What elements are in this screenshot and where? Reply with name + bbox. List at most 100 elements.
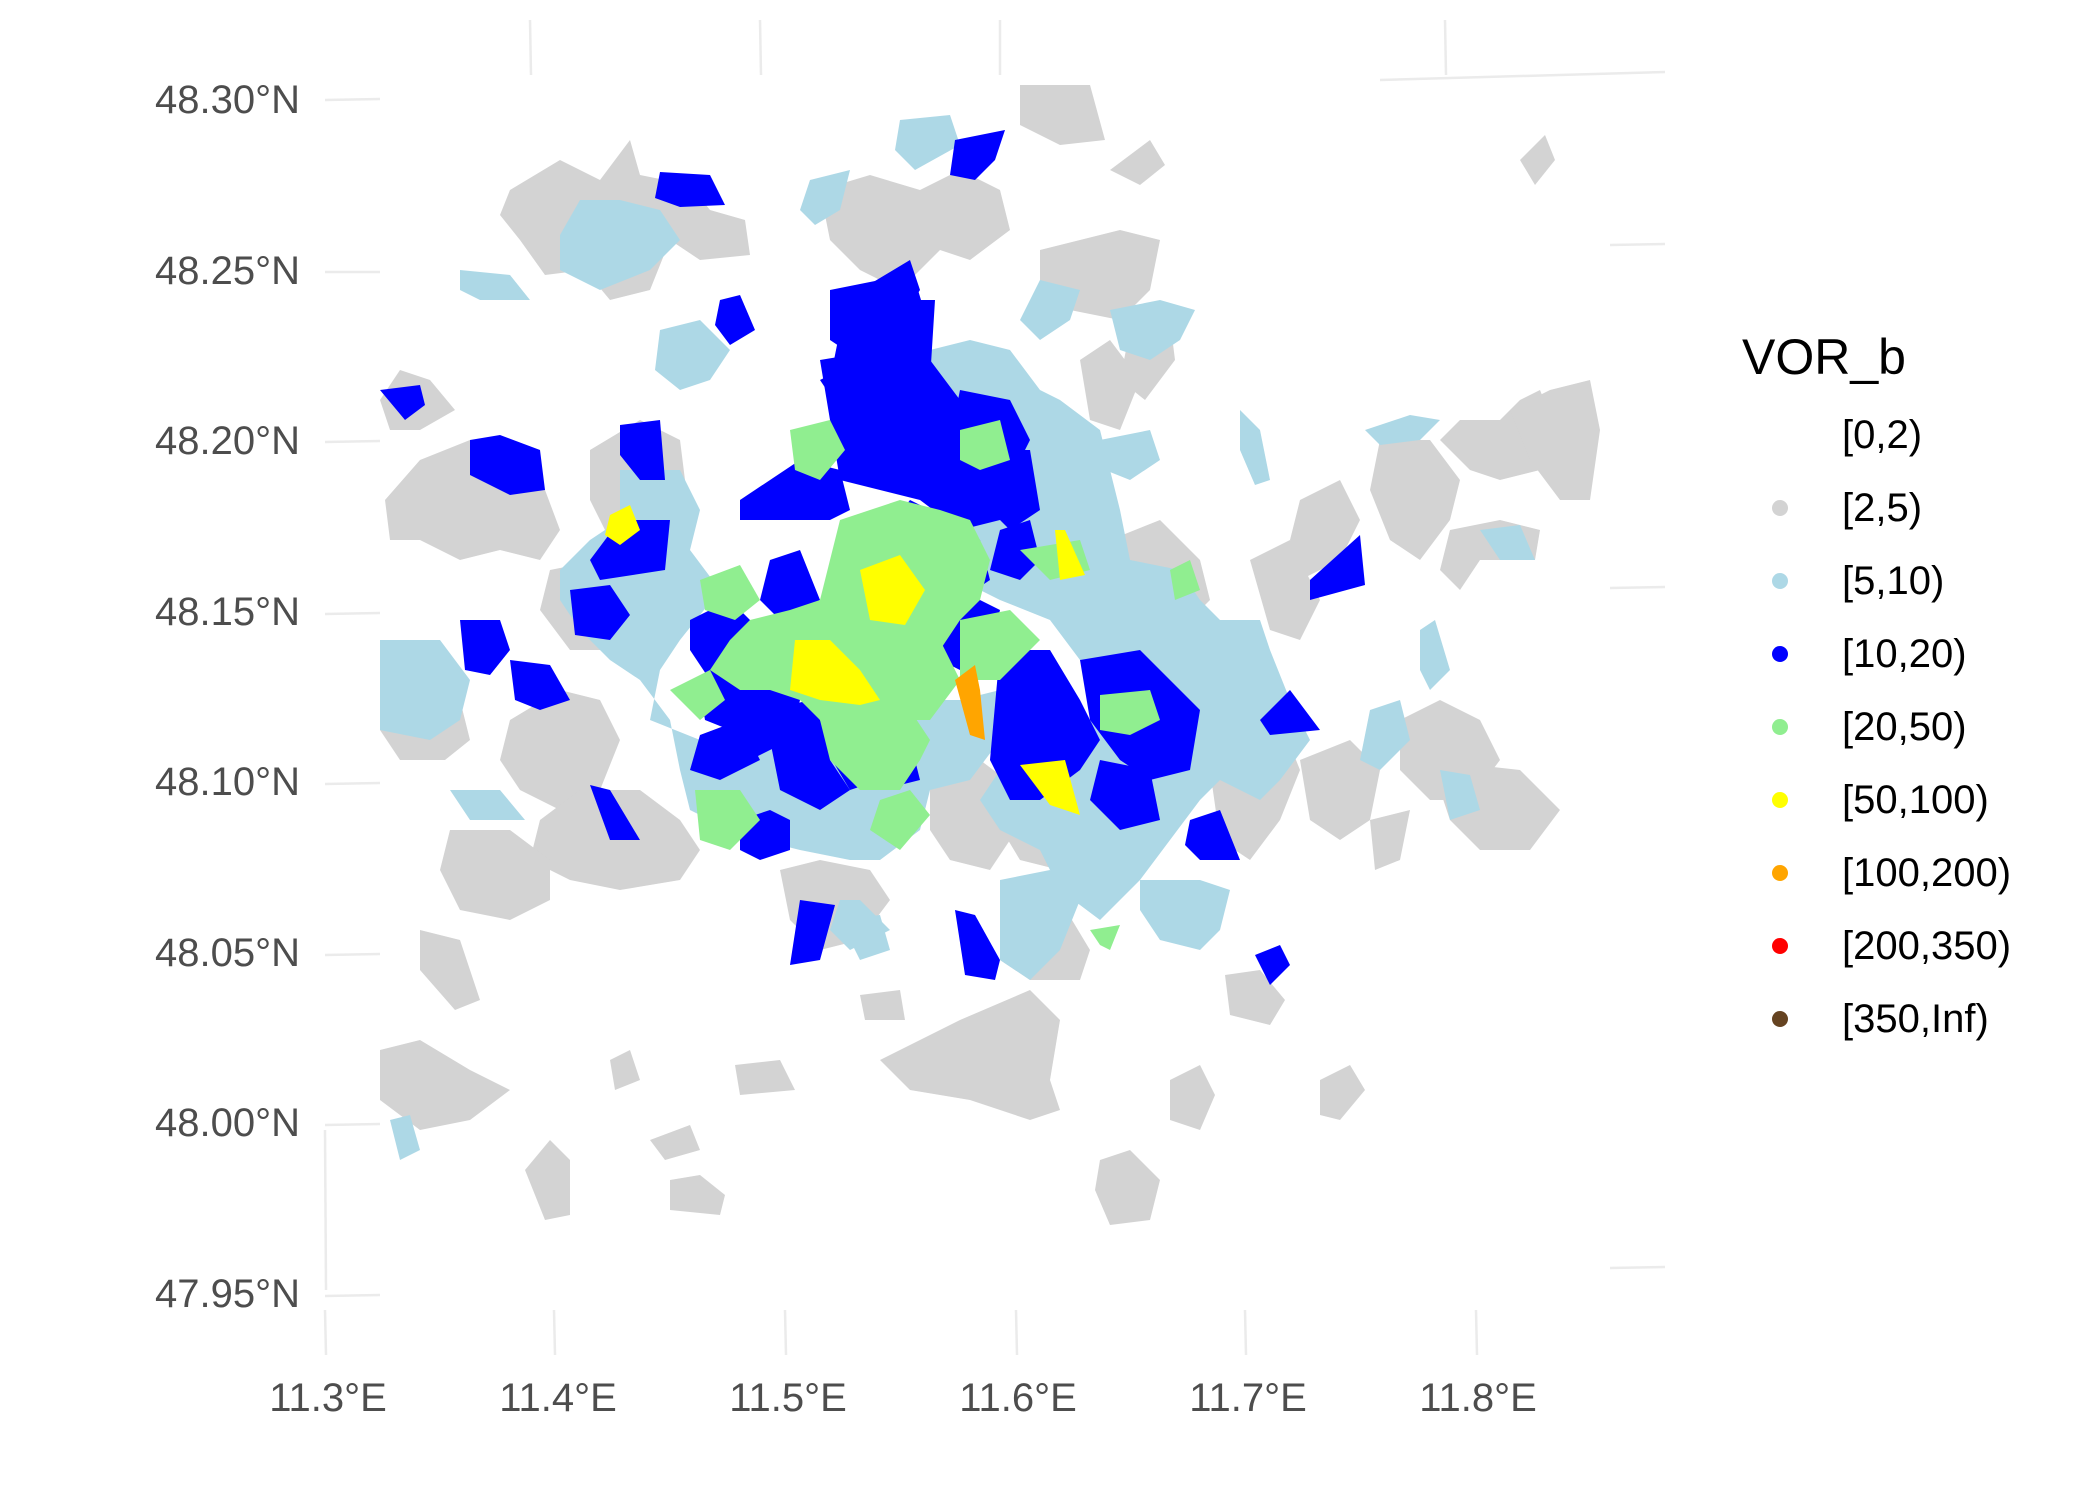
legend-label-2: [5,10) [1842, 559, 1944, 603]
legend-key-2 [1772, 573, 1788, 589]
grid-line-right-1 [1609, 242, 1666, 247]
legend-label-4: [20,50) [1842, 705, 1967, 749]
cell [1300, 740, 1380, 840]
grid-line-11.6 [1014, 1309, 1019, 1356]
legend-key-8 [1772, 1011, 1788, 1027]
grid-line-11.5 [783, 1309, 788, 1356]
cell [460, 620, 510, 675]
cell [1110, 300, 1195, 360]
cell [570, 585, 630, 640]
grid-line-11.4 [552, 1309, 557, 1356]
y-tick-label: 48.30°N [155, 78, 300, 122]
x-tick-label: 11.4°E [499, 1376, 617, 1420]
cell [860, 990, 905, 1020]
cell [1100, 430, 1160, 480]
voronoi-cells [380, 85, 1600, 1225]
cells-50-100 [605, 505, 1085, 815]
cell [670, 670, 725, 720]
cell [1250, 540, 1320, 640]
cell [620, 420, 665, 480]
cell [670, 1175, 725, 1215]
cell [1020, 760, 1080, 815]
grid-line-48.00 [324, 1122, 381, 1127]
cell [1440, 770, 1480, 820]
cell [1020, 280, 1080, 340]
grid-line-48.05 [324, 952, 381, 957]
cell [770, 720, 850, 810]
grid-line-left-edge [323, 1129, 328, 1291]
cell [470, 435, 545, 495]
y-tick-label: 48.05°N [155, 931, 300, 975]
cell [655, 172, 725, 207]
graticule [323, 19, 1666, 1356]
cells-20-50 [670, 420, 1200, 950]
grid-line-48.30 [324, 97, 381, 102]
legend-label-8: [350,Inf) [1842, 997, 1989, 1041]
legend-key-5 [1772, 792, 1788, 808]
cell [1170, 560, 1200, 600]
legend-label-1: [2,5) [1842, 486, 1922, 530]
cells-100-200 [955, 665, 985, 740]
grid-line-top [1379, 70, 1666, 82]
cell [610, 1050, 640, 1090]
cell [1240, 410, 1270, 485]
legend-key-4 [1772, 719, 1788, 735]
legend-key-7 [1772, 938, 1788, 954]
grid-line-top-11.5 [758, 19, 763, 76]
cell [960, 420, 1010, 470]
legend-title: VOR_b [1742, 329, 1906, 385]
grid-line-top-11.8 [1443, 19, 1448, 76]
y-tick-label: 47.95°N [155, 1272, 300, 1316]
cell [990, 450, 1040, 530]
cell [990, 650, 1100, 800]
cell [1020, 85, 1105, 145]
cell [655, 320, 730, 390]
grid-line-48.20 [324, 439, 381, 444]
legend-key-3 [1772, 646, 1788, 662]
cell [1110, 140, 1165, 185]
cell [820, 170, 1010, 290]
grid-line-11.7 [1243, 1309, 1248, 1356]
cell [460, 270, 530, 300]
cell [500, 690, 620, 810]
grid-line-11.3 [323, 1309, 328, 1356]
cell [790, 900, 835, 965]
cell [510, 660, 570, 710]
legend-label-7: [200,350) [1842, 924, 2011, 968]
cell [525, 1140, 570, 1220]
cell [790, 640, 880, 705]
cell [650, 1125, 700, 1160]
cell [1480, 525, 1535, 560]
y-tick-label: 48.25°N [155, 249, 300, 293]
cell [1055, 530, 1085, 580]
y-tick-label: 48.15°N [155, 590, 300, 634]
cell [715, 295, 755, 345]
cell [990, 520, 1040, 580]
cell [1260, 690, 1320, 735]
cell [1185, 810, 1240, 860]
cell [1520, 135, 1555, 185]
cell [1365, 415, 1440, 445]
cell [895, 270, 930, 340]
cell [760, 550, 820, 620]
cell [440, 830, 550, 920]
legend-key-0 [1772, 427, 1788, 443]
cell [710, 500, 990, 790]
x-axis: 11.3°E 11.4°E 11.5°E 11.6°E 11.7°E 11.8°… [269, 1376, 1537, 1420]
cell [390, 1115, 420, 1160]
cell [380, 385, 425, 420]
cell [1420, 620, 1450, 690]
legend-label-0: [0,2) [1842, 413, 1922, 457]
cell [420, 930, 480, 1010]
grid-line-right-3 [1609, 1265, 1666, 1270]
cell [870, 790, 930, 850]
cell [1140, 880, 1230, 950]
cell [790, 420, 845, 480]
cell [960, 610, 1040, 680]
y-tick-label: 48.00°N [155, 1101, 300, 1145]
y-axis: 48.30°N 48.25°N 48.20°N 48.15°N 48.10°N … [155, 78, 300, 1316]
grid-line-top-11.4 [528, 19, 533, 76]
cell [605, 505, 640, 545]
x-tick-label: 11.5°E [729, 1376, 847, 1420]
